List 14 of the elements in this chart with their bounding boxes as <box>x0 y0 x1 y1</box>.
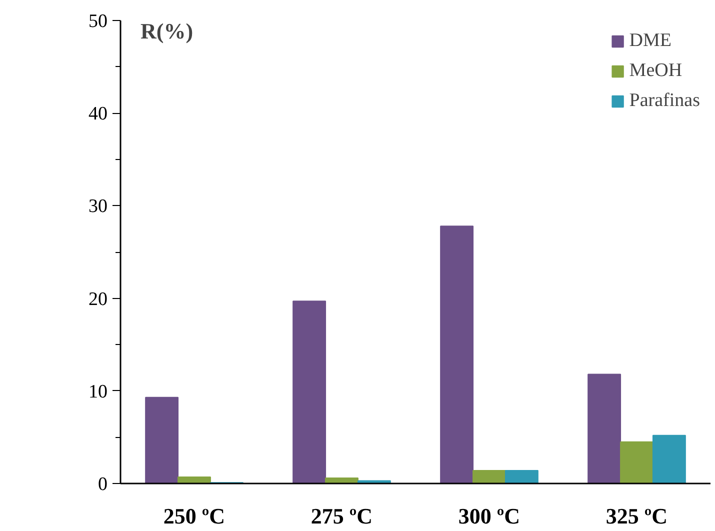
y-tick-label: 40 <box>88 104 108 125</box>
y-tick-label: 30 <box>88 196 108 218</box>
x-tick-label: 300 ºC <box>458 504 520 528</box>
y-tick-label: 50 <box>88 11 108 32</box>
y-axis-title: R(%) <box>140 18 194 44</box>
y-tick-label: 0 <box>98 474 108 495</box>
x-tick-label: 275 ºC <box>310 504 373 528</box>
x-tick-label: 250 ºC <box>163 504 226 528</box>
legend-label: Parafinas <box>629 90 700 112</box>
legend-label: DME <box>629 30 672 52</box>
x-tick-label: 325 ºC <box>606 504 668 528</box>
y-tick-label: 20 <box>88 288 108 310</box>
legend-label: MeOH <box>629 60 682 82</box>
y-tick-label: 10 <box>88 381 108 402</box>
